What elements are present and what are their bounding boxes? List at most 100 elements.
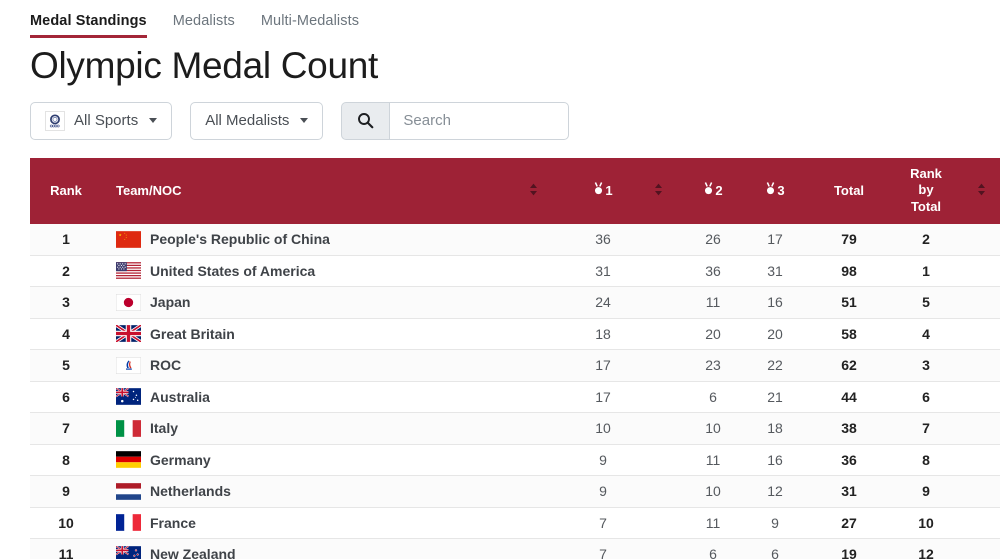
column-header-rank-by-total[interactable]: Rank by Total (890, 158, 962, 224)
all-medalists-dropdown[interactable]: All Medalists (190, 101, 324, 140)
cell-team: Italy (102, 412, 492, 445)
cell-total: 38 (808, 412, 890, 445)
table-head: Rank Team/NOC (30, 157, 1000, 224)
cell-rank-by-total: 9 (890, 475, 962, 508)
team-name-label: Netherlands (150, 483, 231, 500)
cell-spacer-sort2 (632, 223, 684, 256)
table-row[interactable]: 7 Italy 10 10 18 38 7 (30, 412, 1000, 445)
cell-team: Japan (102, 286, 492, 319)
cell-rank-by-total: 12 (890, 538, 962, 559)
cell-rank-by-total: 1 (890, 255, 962, 288)
column-header-gold[interactable]: 1 (574, 158, 632, 224)
column-header-bronze[interactable]: 3 (742, 158, 808, 224)
table-row[interactable]: 9 Netherlands 9 10 12 31 9 (30, 475, 1000, 508)
cell-gold: 10 (574, 412, 632, 445)
cell-spacer-sort2 (632, 538, 684, 559)
sort-control-rank-by-total[interactable] (962, 158, 1000, 224)
cell-spacer-sort1 (492, 412, 574, 445)
all-sports-dropdown[interactable]: All Sports (30, 101, 173, 140)
sort-updown-icon (654, 183, 663, 199)
table-row[interactable]: 5 ROC 17 23 22 62 3 (30, 349, 1000, 382)
cell-spacer-sort2 (632, 318, 684, 351)
all-medalists-label: All Medalists (205, 112, 290, 130)
cell-spacer-sort3 (962, 444, 1000, 477)
cell-spacer-sort1 (492, 349, 574, 382)
column-header-team[interactable]: Team/NOC (116, 183, 182, 199)
cell-total: 27 (808, 507, 890, 540)
column-header-silver[interactable]: 2 (684, 158, 742, 224)
cell-spacer-sort1 (492, 538, 574, 559)
table-row[interactable]: 10 France 7 11 9 27 10 (30, 507, 1000, 540)
team-name-label: Japan (150, 294, 191, 311)
medal-table-container: Rank Team/NOC (0, 140, 1000, 559)
team-name-label: United States of America (150, 262, 316, 279)
table-row[interactable]: 11 New Zealand 7 6 6 19 12 (30, 538, 1000, 559)
sort-control-gold[interactable] (632, 158, 684, 224)
sort-control-team[interactable] (492, 158, 574, 224)
team-name-label: Great Britain (150, 325, 235, 342)
cell-spacer-sort2 (632, 475, 684, 508)
cell-gold: 7 (574, 507, 632, 540)
table-row[interactable]: 3 Japan 24 11 16 51 5 (30, 286, 1000, 319)
cell-silver: 6 (684, 381, 742, 414)
cell-silver: 10 (684, 412, 742, 445)
cell-silver: 23 (684, 349, 742, 382)
cell-gold: 17 (574, 381, 632, 414)
cell-spacer-sort2 (632, 255, 684, 288)
tab-multi-medalists-label: Multi-Medalists (260, 13, 360, 29)
team-name-label: Germany (150, 451, 211, 468)
medal-standings-table: Rank Team/NOC (30, 157, 1000, 559)
team-name-label: People's Republic of China (150, 231, 330, 248)
column-header-total[interactable]: Total (833, 183, 865, 199)
cell-silver: 11 (684, 286, 742, 319)
tab-medal-standings[interactable]: Medal Standings (30, 13, 147, 38)
cell-rank: 9 (30, 475, 102, 508)
cell-silver: 20 (684, 318, 742, 351)
cell-spacer-sort3 (962, 223, 1000, 256)
cell-bronze: 16 (742, 286, 808, 319)
tab-multi-medalists[interactable]: Multi-Medalists (261, 13, 359, 38)
cell-silver: 36 (684, 255, 742, 288)
cell-team: United States of America (102, 255, 492, 288)
table-row[interactable]: 1 People's Republic of China 36 26 17 79 2 (30, 223, 1000, 256)
flag-gb (116, 325, 141, 343)
cell-bronze: 6 (742, 538, 808, 559)
cell-bronze: 18 (742, 412, 808, 445)
cell-spacer-sort1 (492, 475, 574, 508)
table-row[interactable]: 2 United States of America 31 36 31 98 1 (30, 255, 1000, 288)
cell-rank: 10 (30, 507, 102, 540)
search-input[interactable] (389, 101, 570, 140)
sort-updown-icon (977, 183, 986, 199)
table-row[interactable]: 4 Great Britain 18 20 20 58 4 (30, 318, 1000, 351)
tab-medal-standings-label: Medal Standings (30, 13, 147, 29)
cell-silver: 6 (684, 538, 742, 559)
tab-bar: Medal Standings Medalists Multi-Medalist… (0, 0, 1000, 38)
cell-total: 19 (808, 538, 890, 559)
cell-rank: 7 (30, 412, 102, 445)
bronze-medal-count-label: 3 (777, 183, 785, 199)
search-button[interactable] (341, 101, 390, 140)
cell-total: 62 (808, 349, 890, 382)
flag-de (116, 451, 141, 469)
cell-spacer-sort2 (632, 412, 684, 445)
table-row[interactable]: 6 Australia 17 6 21 44 6 (30, 381, 1000, 414)
chevron-down-icon (300, 118, 309, 124)
flag-jp (116, 293, 141, 311)
gold-medal-count-label: 1 (605, 183, 613, 199)
cell-spacer-sort1 (492, 444, 574, 477)
tab-medalists[interactable]: Medalists (173, 13, 235, 38)
cell-rank: 1 (30, 223, 102, 256)
cell-total: 36 (808, 444, 890, 477)
team-name-label: France (150, 514, 196, 531)
flag-fr (116, 514, 141, 532)
table-header-row: Rank Team/NOC (30, 157, 1000, 224)
flag-us (116, 262, 141, 280)
cell-rank-by-total: 3 (890, 349, 962, 382)
cell-gold: 31 (574, 255, 632, 288)
table-row[interactable]: 8 Germany 9 11 16 36 8 (30, 444, 1000, 477)
cell-spacer-sort2 (632, 349, 684, 382)
cell-rank: 8 (30, 444, 102, 477)
column-header-rank[interactable]: Rank (50, 183, 82, 199)
cell-spacer-sort1 (492, 381, 574, 414)
